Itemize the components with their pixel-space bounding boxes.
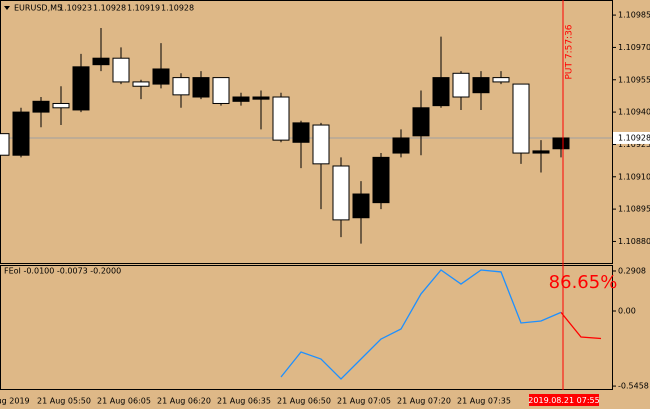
candle-body xyxy=(252,96,270,100)
indicator-panel xyxy=(0,265,613,390)
candle-body xyxy=(492,77,510,83)
y-tick-label: 0.00 xyxy=(618,306,636,315)
y-tick-label: 1.10910 xyxy=(618,172,650,181)
price-label: 1.10928 xyxy=(618,133,650,142)
y-tick-label: 0.2908 xyxy=(618,266,646,275)
candle-body xyxy=(152,68,170,85)
y-tick-label: 1.10985 xyxy=(618,11,650,20)
x-tick-label: 21 Aug 05:50 xyxy=(37,397,91,406)
signal-time-box xyxy=(529,394,599,406)
x-tick-label: 21 Aug 2019 xyxy=(0,397,30,406)
indicator-line xyxy=(280,269,562,380)
candle-body xyxy=(72,66,90,111)
candle-body xyxy=(452,72,470,98)
x-tick-label: 21 Aug 06:05 xyxy=(97,397,151,406)
y-tick-label: 1.10880 xyxy=(618,237,650,246)
candle-body xyxy=(472,77,490,94)
candle-body xyxy=(52,102,70,109)
y-tick-label: 1.10940 xyxy=(618,108,650,117)
candle-body xyxy=(112,57,130,83)
candle-body xyxy=(92,57,110,66)
header-high: 1.10928 xyxy=(93,4,126,13)
x-tick-label: 21 Aug 07:35 xyxy=(457,397,511,406)
candle-body xyxy=(332,165,350,221)
candle-body xyxy=(392,137,410,154)
header-close: 1.10928 xyxy=(161,4,194,13)
candle-body xyxy=(12,111,30,156)
candle-body xyxy=(292,122,310,143)
candle-body xyxy=(412,107,430,137)
y-tick-label: -0.5458 xyxy=(618,382,649,391)
indicator-title: FEoI -0.0100 -0.0073 -0.2000 xyxy=(4,267,121,276)
candle-body xyxy=(232,96,250,102)
y-tick-label: 1.10925 xyxy=(618,140,650,149)
symbol: EURUSD,M5 xyxy=(14,4,62,13)
y-tick-label: 1.10895 xyxy=(618,205,650,214)
candle-body xyxy=(432,77,450,107)
y-tick-label: 1.10970 xyxy=(618,43,650,52)
x-tick-label: 21 Aug 06:35 xyxy=(217,397,271,406)
signal-time: 2019.08.21 07:55 xyxy=(528,396,599,405)
candle-body xyxy=(212,77,230,104)
candle-body xyxy=(32,100,50,113)
probability: 86.65% xyxy=(549,272,618,293)
candle-body xyxy=(552,137,570,150)
x-tick-label: 21 Aug 06:20 xyxy=(157,397,211,406)
signal-label: PUT 7:57:36 xyxy=(565,24,575,79)
x-tick-label: 21 Aug 06:50 xyxy=(277,397,331,406)
y-tick-label: 1.10955 xyxy=(618,75,650,84)
x-tick-label: 21 Aug 07:20 xyxy=(397,397,451,406)
candle-body xyxy=(372,156,390,204)
price-label-box xyxy=(613,131,650,144)
x-tick-label: 21 Aug 07:05 xyxy=(337,397,391,406)
candle-body xyxy=(172,77,190,96)
candle-body xyxy=(132,81,150,87)
candle-body xyxy=(192,77,210,98)
header-open: 1.10923 xyxy=(59,4,92,13)
main-panel xyxy=(0,0,613,264)
candle-body xyxy=(272,96,290,141)
candle-body xyxy=(512,83,530,154)
candle-body xyxy=(352,193,370,219)
candle-body xyxy=(532,150,550,154)
candle-body xyxy=(0,133,10,156)
indicator-line xyxy=(560,311,602,340)
header-low: 1.10919 xyxy=(127,4,160,13)
menu-icon[interactable] xyxy=(4,6,10,10)
candle-body xyxy=(312,124,330,165)
